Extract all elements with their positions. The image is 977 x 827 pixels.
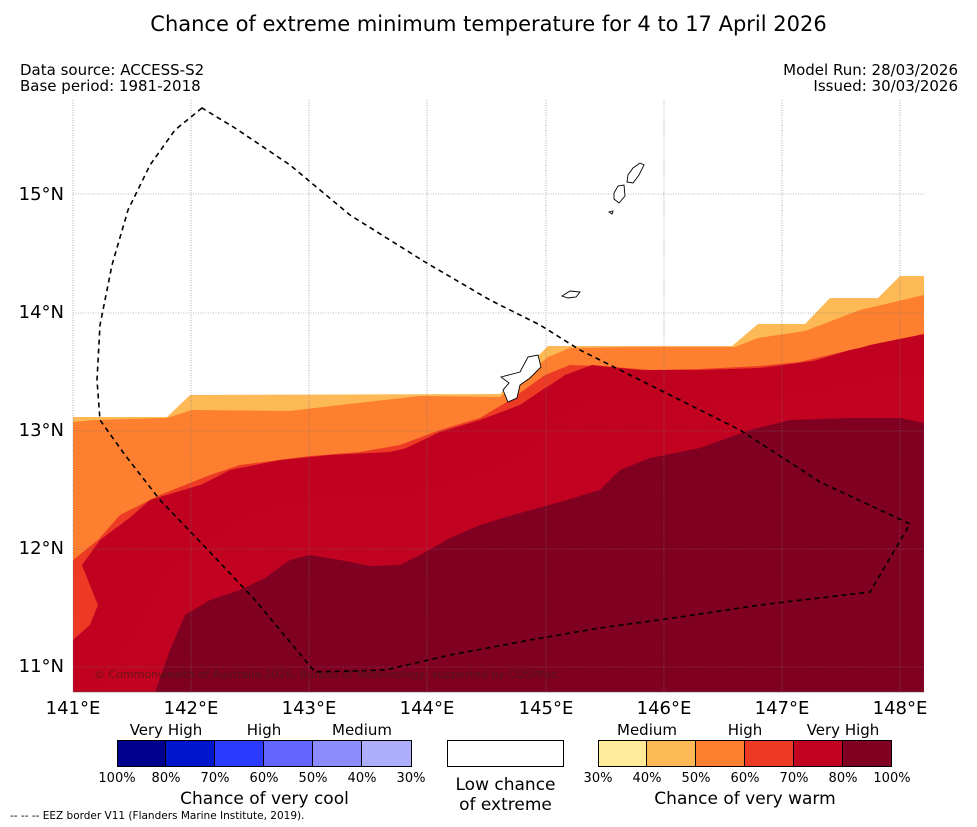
warm-tick: 30% — [583, 771, 613, 786]
cool-tick: 30% — [396, 771, 426, 786]
islands — [499, 162, 645, 403]
issued-date: Issued: 30/03/2026 — [813, 77, 958, 95]
cool-colorbar-frame — [117, 740, 412, 767]
warm-tick: 40% — [632, 771, 662, 786]
lon-label: 147°E — [754, 698, 810, 719]
warm-tick: 80% — [828, 771, 858, 786]
data-source: Data source: ACCESS-S2 — [20, 61, 205, 79]
cool-category-label: Medium — [332, 721, 392, 739]
warm-legend-title: Chance of very warm — [654, 789, 836, 809]
low-chance-swatch — [447, 740, 564, 767]
colorbar-swatch — [362, 740, 411, 767]
colorbar-swatch — [598, 740, 647, 767]
island-tinian — [613, 184, 626, 204]
cool-category-label: High — [246, 721, 282, 739]
lon-label: 148°E — [872, 698, 928, 719]
lon-label: 145°E — [518, 698, 574, 719]
copyright-notice: © Commonwealth of Australia 2026, Bureau… — [94, 668, 558, 681]
cool-tick: 60% — [249, 771, 279, 786]
low-chance-label-line1: Low chance — [455, 775, 556, 795]
colorbar-swatch — [117, 740, 166, 767]
low-chance-label-line2: of extreme — [459, 795, 552, 815]
lat-label: 11°N — [18, 656, 64, 677]
warm-category-label: Medium — [617, 721, 677, 739]
colorbar-swatch — [745, 740, 794, 767]
cool-tick: 100% — [98, 771, 136, 786]
warm-category-label: High — [727, 721, 763, 739]
warm-tick: 60% — [730, 771, 760, 786]
colorbar-swatch — [843, 740, 892, 767]
cool-tick: 40% — [347, 771, 377, 786]
cool-category-label: Very High — [129, 721, 203, 739]
warm-category-label: Very High — [806, 721, 880, 739]
warm-tick: 50% — [681, 771, 711, 786]
colorbar-swatch — [313, 740, 362, 767]
map-title: Chance of extreme minimum temperature fo… — [150, 12, 827, 36]
island-aguijan — [607, 210, 614, 215]
cool-tick: 80% — [151, 771, 181, 786]
island-guam — [499, 354, 542, 403]
colorbar-swatch — [264, 740, 313, 767]
lon-label: 142°E — [163, 698, 219, 719]
band-80-100 — [155, 418, 924, 692]
lon-label: 146°E — [636, 698, 692, 719]
colorbar-swatch — [215, 740, 264, 767]
lat-label: 15°N — [18, 184, 64, 205]
base-period: Base period: 1981-2018 — [20, 77, 201, 95]
warm-tick: 100% — [873, 771, 911, 786]
cool-tick: 50% — [298, 771, 328, 786]
lon-label: 144°E — [399, 698, 455, 719]
eez-border — [96, 107, 912, 673]
lat-label: 13°N — [18, 420, 64, 441]
cool-tick: 70% — [200, 771, 230, 786]
colorbar-swatch — [647, 740, 696, 767]
colorbar-swatch — [166, 740, 215, 767]
colorbar-swatch — [794, 740, 843, 767]
lat-label: 14°N — [18, 302, 64, 323]
eez-footnote: -- -- -- EEZ border V11 (Flanders Marine… — [10, 810, 305, 822]
lon-label: 141°E — [45, 698, 101, 719]
island-rota — [560, 290, 581, 299]
colorbar-swatch — [696, 740, 745, 767]
warm-tick: 70% — [779, 771, 809, 786]
model-run: Model Run: 28/03/2026 — [783, 61, 958, 79]
island-saipan — [626, 162, 645, 184]
cool-legend-title: Chance of very cool — [180, 789, 349, 809]
lat-label: 12°N — [18, 538, 64, 559]
lon-label: 143°E — [281, 698, 337, 719]
warm-colorbar-frame — [598, 740, 892, 767]
